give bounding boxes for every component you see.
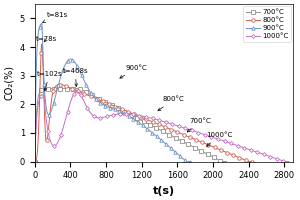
800°C (198, 140, 201, 142)
700°C (146, 123, 150, 125)
Text: 900°C: 900°C (120, 65, 148, 78)
700°C (33, 160, 37, 163)
1000°C (95, 117, 99, 119)
Line: 800°C: 800°C (33, 43, 255, 163)
900°C (33, 160, 37, 163)
800°C (247, 160, 250, 163)
800°C (33, 160, 37, 163)
800°C (40, 43, 44, 45)
Text: 800°C: 800°C (158, 96, 184, 111)
Line: 700°C: 700°C (33, 87, 228, 163)
Text: t=81s: t=81s (43, 12, 68, 22)
900°C (107, 106, 111, 109)
1000°C (33, 160, 37, 163)
900°C (40, 22, 44, 25)
700°C (67, 87, 70, 90)
900°C (118, 110, 121, 113)
1000°C (105, 115, 109, 118)
Text: t=78s: t=78s (36, 36, 57, 42)
900°C (126, 114, 130, 117)
700°C (225, 160, 228, 163)
700°C (161, 130, 165, 133)
Text: t=468s: t=468s (62, 68, 88, 86)
1000°C (200, 133, 204, 135)
800°C (179, 132, 183, 135)
1000°C (262, 153, 266, 156)
900°C (108, 106, 112, 109)
1000°C (231, 143, 235, 145)
1000°C (114, 113, 117, 116)
900°C (161, 140, 165, 143)
700°C (120, 109, 124, 112)
700°C (178, 139, 181, 141)
Text: 1000°C: 1000°C (206, 132, 232, 146)
Y-axis label: CO₂(%): CO₂(%) (4, 65, 14, 100)
800°C (72, 88, 76, 91)
X-axis label: t(s): t(s) (153, 186, 175, 196)
1000°C (75, 91, 78, 93)
800°C (251, 160, 255, 163)
800°C (89, 95, 93, 98)
700°C (82, 90, 86, 92)
800°C (132, 113, 136, 115)
Text: 700°C: 700°C (187, 118, 211, 132)
Line: 1000°C: 1000°C (33, 90, 290, 163)
Legend: 700°C, 800°C, 900°C, 1000°C: 700°C, 800°C, 900°C, 1000°C (243, 6, 291, 42)
Line: 900°C: 900°C (33, 22, 193, 163)
700°C (77, 87, 81, 90)
900°C (189, 160, 193, 163)
800°C (162, 125, 166, 128)
1000°C (287, 160, 291, 163)
900°C (186, 160, 189, 163)
Text: t=102s: t=102s (37, 71, 62, 91)
